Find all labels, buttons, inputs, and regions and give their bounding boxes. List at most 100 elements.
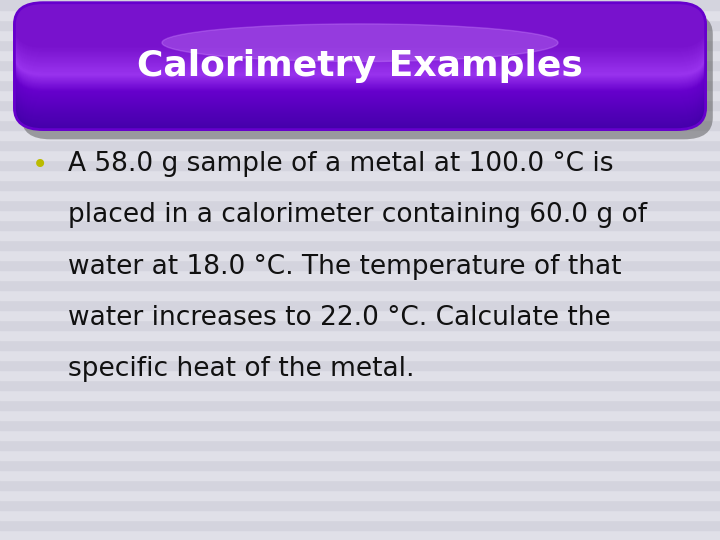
Bar	[0, 210, 720, 220]
FancyBboxPatch shape	[14, 24, 706, 69]
FancyBboxPatch shape	[14, 75, 706, 119]
Bar	[0, 260, 720, 270]
FancyBboxPatch shape	[14, 70, 706, 115]
Bar	[0, 340, 720, 350]
FancyBboxPatch shape	[14, 21, 706, 66]
Bar	[0, 300, 720, 310]
Bar	[0, 320, 720, 330]
FancyBboxPatch shape	[14, 56, 706, 100]
FancyBboxPatch shape	[14, 57, 706, 102]
Bar	[0, 370, 720, 380]
FancyBboxPatch shape	[14, 52, 706, 97]
FancyBboxPatch shape	[14, 11, 706, 56]
FancyBboxPatch shape	[14, 4, 706, 49]
FancyBboxPatch shape	[14, 31, 706, 76]
FancyBboxPatch shape	[14, 42, 706, 87]
Text: water increases to 22.0 °C. Calculate the: water increases to 22.0 °C. Calculate th…	[68, 305, 611, 331]
FancyBboxPatch shape	[14, 77, 706, 122]
FancyBboxPatch shape	[14, 47, 706, 92]
Bar	[0, 90, 720, 100]
FancyBboxPatch shape	[14, 67, 706, 112]
FancyBboxPatch shape	[14, 60, 706, 105]
FancyBboxPatch shape	[14, 82, 706, 126]
FancyBboxPatch shape	[14, 16, 706, 60]
Bar	[0, 110, 720, 120]
Bar	[0, 50, 720, 60]
FancyBboxPatch shape	[14, 59, 706, 104]
FancyBboxPatch shape	[14, 10, 706, 55]
FancyBboxPatch shape	[14, 68, 706, 113]
FancyBboxPatch shape	[14, 14, 706, 58]
Text: A 58.0 g sample of a metal at 100.0 °C is: A 58.0 g sample of a metal at 100.0 °C i…	[68, 151, 614, 177]
FancyBboxPatch shape	[14, 71, 706, 116]
Bar	[0, 80, 720, 90]
Bar	[0, 390, 720, 400]
Bar	[0, 100, 720, 110]
Bar	[0, 410, 720, 420]
FancyBboxPatch shape	[14, 25, 706, 70]
Bar	[0, 20, 720, 30]
FancyBboxPatch shape	[14, 26, 706, 71]
Bar	[0, 170, 720, 180]
Bar	[0, 120, 720, 130]
FancyBboxPatch shape	[14, 63, 706, 107]
Bar	[0, 240, 720, 250]
Bar	[0, 30, 720, 40]
FancyBboxPatch shape	[14, 17, 706, 62]
Bar	[0, 530, 720, 540]
FancyBboxPatch shape	[14, 5, 706, 50]
FancyBboxPatch shape	[14, 32, 706, 77]
Bar	[0, 200, 720, 210]
FancyBboxPatch shape	[14, 73, 706, 118]
FancyBboxPatch shape	[14, 37, 706, 82]
Bar	[0, 380, 720, 390]
FancyBboxPatch shape	[14, 6, 706, 51]
Bar	[0, 470, 720, 480]
Bar	[0, 10, 720, 20]
FancyBboxPatch shape	[14, 43, 706, 87]
FancyBboxPatch shape	[14, 29, 706, 74]
FancyBboxPatch shape	[14, 40, 706, 85]
Bar	[0, 460, 720, 470]
Bar	[0, 140, 720, 150]
FancyBboxPatch shape	[14, 46, 706, 91]
FancyBboxPatch shape	[14, 49, 706, 94]
Bar	[0, 360, 720, 370]
FancyBboxPatch shape	[14, 22, 706, 67]
FancyBboxPatch shape	[14, 60, 706, 105]
Text: Calorimetry Examples: Calorimetry Examples	[137, 49, 583, 83]
FancyBboxPatch shape	[14, 12, 706, 57]
Bar	[0, 510, 720, 520]
FancyBboxPatch shape	[14, 39, 706, 84]
FancyBboxPatch shape	[14, 41, 706, 86]
FancyBboxPatch shape	[14, 36, 706, 80]
FancyBboxPatch shape	[14, 85, 706, 130]
Bar	[0, 0, 720, 10]
FancyBboxPatch shape	[14, 33, 706, 78]
FancyBboxPatch shape	[14, 80, 706, 125]
FancyBboxPatch shape	[14, 3, 706, 48]
FancyBboxPatch shape	[14, 2, 706, 47]
Bar	[0, 60, 720, 70]
Bar	[0, 490, 720, 500]
Bar	[0, 480, 720, 490]
FancyBboxPatch shape	[14, 20, 706, 65]
Bar	[0, 70, 720, 80]
Bar	[0, 190, 720, 200]
Bar	[0, 280, 720, 290]
FancyBboxPatch shape	[14, 28, 706, 73]
Bar	[0, 520, 720, 530]
Text: specific heat of the metal.: specific heat of the metal.	[68, 356, 415, 382]
Bar	[0, 350, 720, 360]
FancyBboxPatch shape	[14, 53, 706, 98]
FancyBboxPatch shape	[14, 79, 706, 124]
FancyBboxPatch shape	[14, 9, 706, 53]
FancyBboxPatch shape	[14, 8, 706, 52]
Bar	[0, 290, 720, 300]
FancyBboxPatch shape	[14, 51, 706, 96]
FancyBboxPatch shape	[14, 77, 706, 122]
Bar	[0, 270, 720, 280]
Bar	[0, 250, 720, 260]
Bar	[0, 310, 720, 320]
Bar	[0, 230, 720, 240]
